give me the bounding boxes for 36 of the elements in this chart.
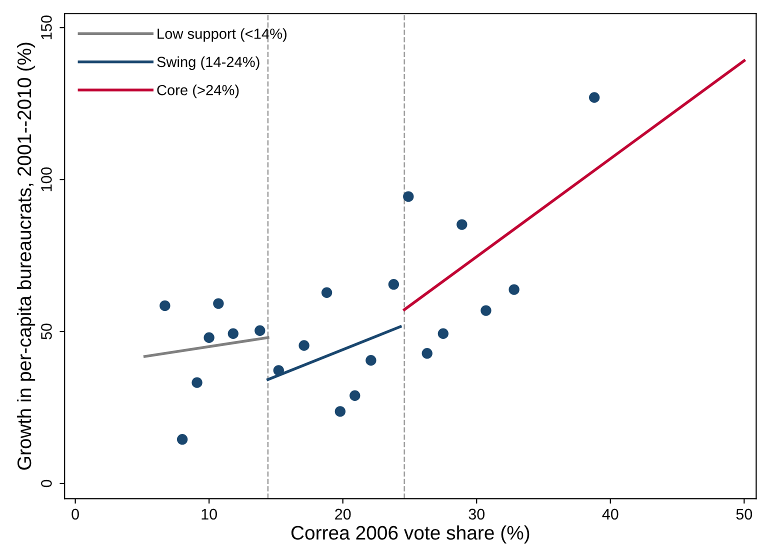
- legend-label: Swing (14-24%): [157, 56, 260, 70]
- x-tick-label: 40: [602, 508, 618, 520]
- y-tick-label: 150: [41, 15, 52, 40]
- point: [422, 348, 432, 359]
- point: [334, 406, 346, 417]
- x-tick-label: 30: [468, 508, 485, 520]
- point: [321, 287, 332, 298]
- x-tick-label: 20: [335, 508, 351, 520]
- point: [298, 340, 310, 351]
- x-axis-title: Correa 2006 vote share (%): [291, 525, 530, 544]
- point: [213, 298, 224, 309]
- legend-label: Core (>24%): [157, 84, 239, 98]
- point: [438, 328, 449, 339]
- x-tick-label: 50: [736, 508, 752, 520]
- point: [388, 279, 400, 290]
- y-tick-label: 0: [41, 480, 52, 488]
- y-tick-label: 100: [41, 167, 52, 192]
- point: [480, 305, 492, 316]
- legend-label: Low support (<14%): [158, 28, 286, 42]
- point: [254, 325, 266, 336]
- x-tick-label: 0: [72, 508, 79, 520]
- y-tick-label: 50: [41, 324, 52, 340]
- point: [160, 300, 170, 312]
- point: [228, 328, 239, 339]
- point: [176, 434, 188, 445]
- point: [204, 332, 214, 343]
- point: [350, 390, 360, 401]
- y-axis-title: Growth in per-capita bureaucrats, 2001--2010 (%): [16, 42, 36, 470]
- point: [192, 377, 202, 388]
- point: [273, 365, 284, 376]
- point: [588, 92, 600, 103]
- point: [366, 355, 376, 366]
- point: [456, 219, 468, 230]
- point: [403, 191, 414, 202]
- x-tick-label: 10: [202, 508, 217, 520]
- point: [508, 284, 520, 295]
